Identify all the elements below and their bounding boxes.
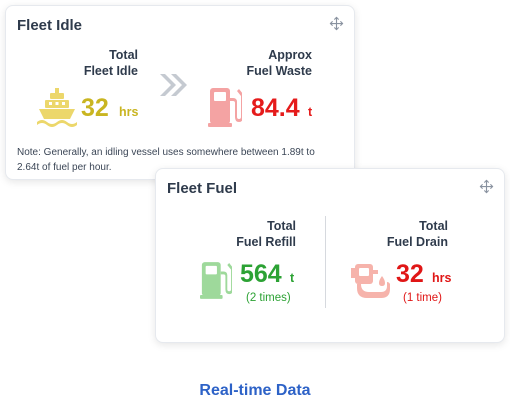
total-fuel-refill-label: Total Fuel Refill [236, 219, 296, 249]
drain-value: 32 [396, 260, 424, 288]
ship-icon [37, 88, 77, 127]
refill-count: (2 times) [246, 292, 291, 304]
fuel-pump-icon [208, 88, 242, 127]
total-fuel-drain-label: Total Fuel Drain [386, 219, 448, 249]
caption: Real-time Data [199, 382, 311, 399]
fleet-idle-card: Fleet Idle Total Fleet Idle 32 hrs Appro… [5, 5, 355, 180]
approx-fuel-waste-label: Approx Fuel Waste [246, 48, 312, 78]
waste-value: 84.4 [251, 94, 300, 122]
refill-unit: t [290, 271, 295, 285]
waste-unit: t [308, 105, 313, 119]
drain-unit: hrs [432, 271, 452, 285]
total-fleet-idle-label: Total Fleet Idle [83, 48, 138, 78]
double-chevron-right-icon [160, 74, 187, 96]
refill-value: 564 [240, 260, 282, 288]
card-title: Fleet Fuel [167, 180, 238, 197]
move-icon[interactable] [329, 16, 344, 31]
fuel-pump-icon [200, 262, 232, 299]
idle-note: Note: Generally, an idling vessel uses s… [17, 147, 315, 173]
divider [325, 216, 326, 308]
card-title: Fleet Idle [17, 17, 83, 34]
move-icon[interactable] [479, 179, 494, 194]
fleet-fuel-card: Fleet Fuel Total Fuel Refill 564 t (2 ti… [155, 168, 505, 343]
idle-value: 32 [81, 94, 109, 122]
idle-unit: hrs [119, 105, 139, 119]
drain-count: (1 time) [403, 292, 442, 304]
fuel-drain-icon [351, 264, 390, 298]
